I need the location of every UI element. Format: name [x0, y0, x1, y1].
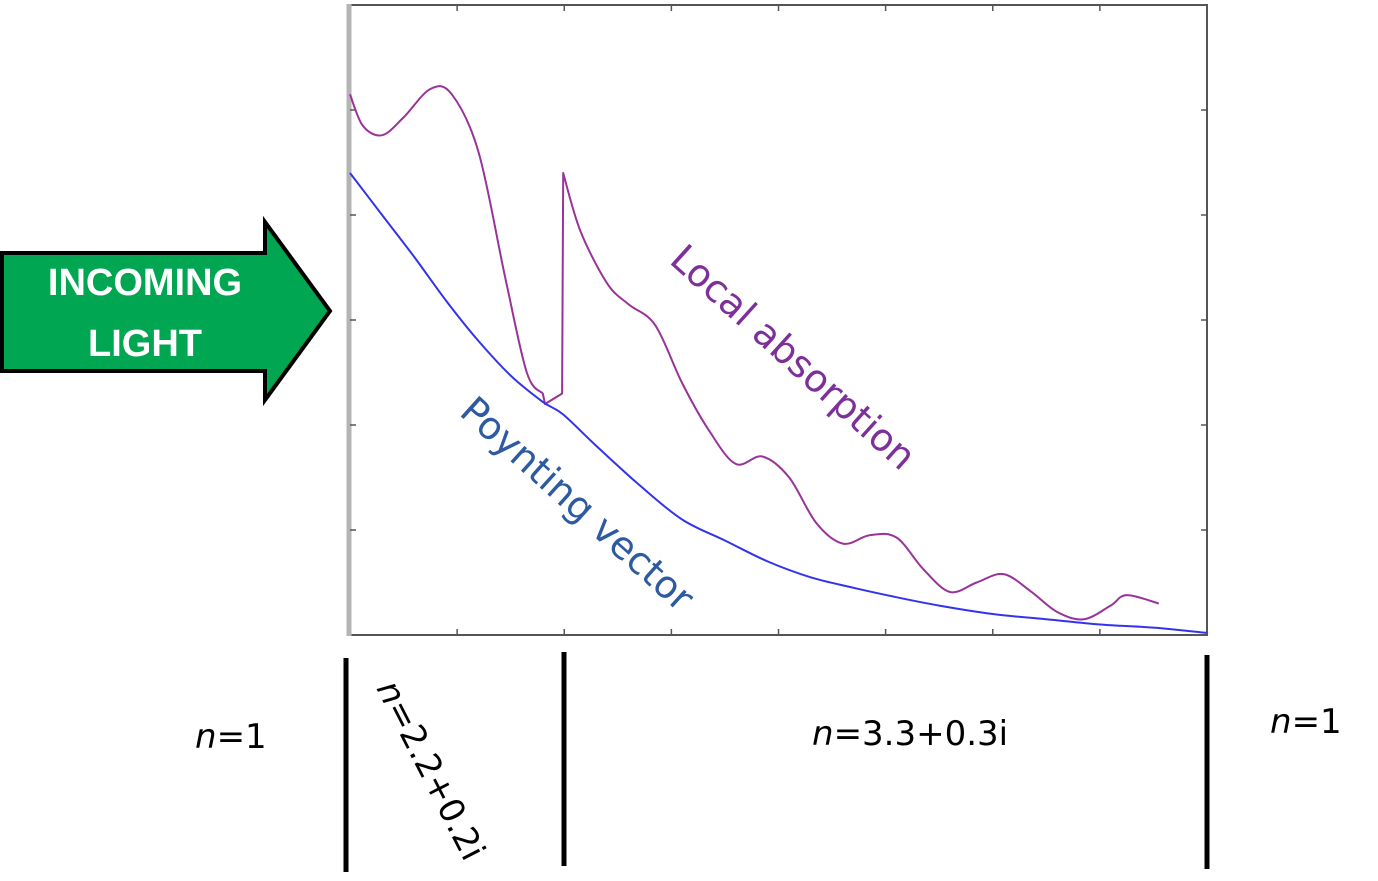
series-layer: [349, 85, 1208, 634]
arrow-label-line2: LIGHT: [88, 323, 202, 365]
series-line-poynting-vector: [349, 172, 1208, 634]
arrow-shape: [0, 215, 333, 407]
region-label-layer-1: n=2.2+0.2i: [368, 674, 493, 867]
incoming-light-arrow: INCOMING LIGHT: [0, 215, 333, 407]
series-line-local-absorption: [349, 85, 1160, 621]
region-label-air-left: n=1: [195, 717, 267, 757]
arrow-label-line1: INCOMING: [48, 262, 242, 304]
plot-frame: [349, 4, 1208, 636]
axis-ticks: [350, 5, 1207, 635]
material-boundaries: [343, 652, 1210, 872]
region-label-air-right: n=1: [1270, 702, 1342, 742]
plot: [346, 4, 1208, 636]
region-label-layer-2: n=3.3+0.3i: [812, 714, 1008, 754]
